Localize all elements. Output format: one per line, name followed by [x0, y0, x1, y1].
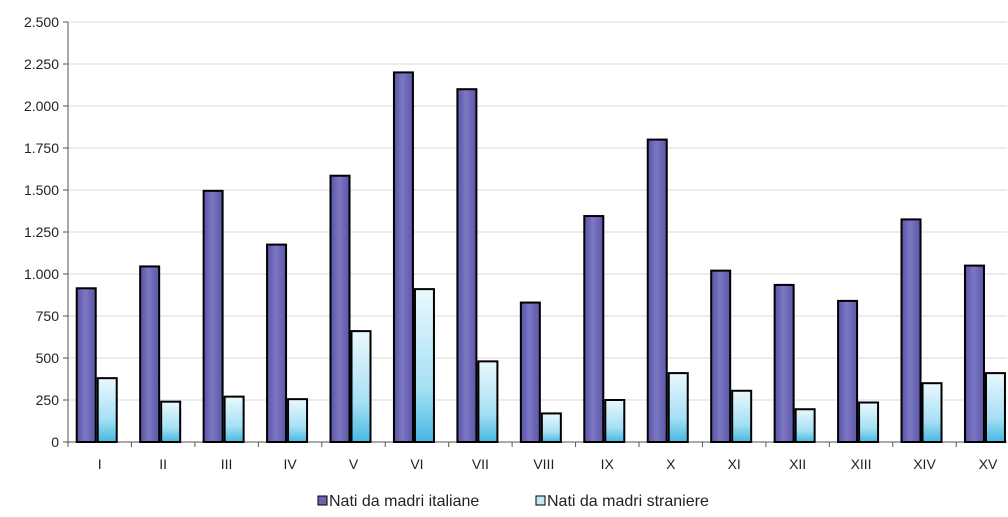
- x-tick-label: I: [98, 456, 102, 472]
- x-tick-label: XIV: [913, 456, 936, 472]
- y-tick-label: 750: [36, 308, 60, 324]
- x-tick-label: IX: [601, 456, 615, 472]
- legend: Nati da madri italiane Nati da madri stra…: [317, 493, 709, 510]
- bar-straniere: [667, 372, 689, 443]
- bar-straniere: [287, 398, 309, 444]
- bar-straniere: [794, 408, 816, 443]
- bar-italiane: [456, 88, 478, 443]
- y-tick-label: 1.000: [24, 266, 59, 282]
- x-tick-label: III: [221, 456, 233, 472]
- x-tick-label: XIII: [851, 456, 872, 472]
- bar-straniere: [540, 412, 562, 444]
- bar-straniere: [160, 400, 182, 443]
- y-tick-label: 1.750: [24, 140, 59, 156]
- bar-italiane: [646, 138, 668, 443]
- y-tick-label: 250: [36, 392, 60, 408]
- bar-italiane: [837, 299, 859, 443]
- x-tick-label: VIII: [533, 456, 554, 472]
- bar-straniere: [96, 377, 118, 444]
- bar-italiane: [900, 218, 922, 443]
- y-tick-label: 500: [36, 350, 60, 366]
- x-tick-label: XV: [979, 456, 998, 472]
- bar-straniere: [731, 389, 753, 444]
- x-tick-label: II: [159, 456, 167, 472]
- y-axis: 0 250 500 750 1.000 1.250 1.500 1.750 2.000 2.250…: [24, 14, 69, 450]
- y-tick-label: 2.000: [24, 98, 59, 114]
- x-tick-label: X: [666, 456, 676, 472]
- bars: [75, 71, 1006, 444]
- x-tick-label: XII: [789, 456, 806, 472]
- x-tick-label: XI: [728, 456, 741, 472]
- bar-italiane: [710, 269, 732, 444]
- y-tick-label: 1.250: [24, 224, 59, 240]
- bar-straniere: [921, 382, 943, 444]
- legend-label-straniere: Nati da madri straniere: [547, 493, 709, 510]
- bar-italiane: [583, 215, 605, 443]
- bar-straniere: [604, 399, 626, 443]
- bar-italiane: [75, 287, 97, 443]
- bar-straniere: [984, 372, 1006, 443]
- bar-italiane: [202, 189, 224, 443]
- bar-straniere: [858, 401, 880, 443]
- bar-straniere: [413, 288, 435, 443]
- bar-italiane: [392, 71, 414, 444]
- legend-swatch-italiane: [317, 495, 328, 506]
- y-tick-label: 2.500: [24, 14, 59, 30]
- bar-italiane: [139, 265, 161, 443]
- bar-straniere: [223, 395, 245, 444]
- x-tick-label: V: [349, 456, 359, 472]
- bar-straniere: [477, 360, 499, 443]
- y-tick-label: 1.500: [24, 182, 59, 198]
- x-axis: I II III IV V VI VII VIII IX X XI XII XIII XIV XV: [67, 441, 1007, 472]
- x-tick-label: VI: [410, 456, 423, 472]
- legend-label-italiane: Nati da madri italiane: [329, 493, 479, 510]
- bar-italiane: [773, 283, 795, 444]
- bar-italiane: [266, 243, 288, 443]
- bar-italiane: [963, 264, 985, 443]
- y-tick-label: 0: [51, 434, 59, 450]
- bar-italiane: [329, 174, 351, 443]
- bar-straniere: [350, 330, 372, 443]
- y-tick-label: 2.250: [24, 56, 59, 72]
- bar-italiane: [519, 301, 541, 443]
- gridlines: [68, 21, 1007, 401]
- x-tick-label: IV: [283, 456, 297, 472]
- legend-swatch-straniere: [535, 495, 546, 506]
- x-tick-label: VII: [472, 456, 489, 472]
